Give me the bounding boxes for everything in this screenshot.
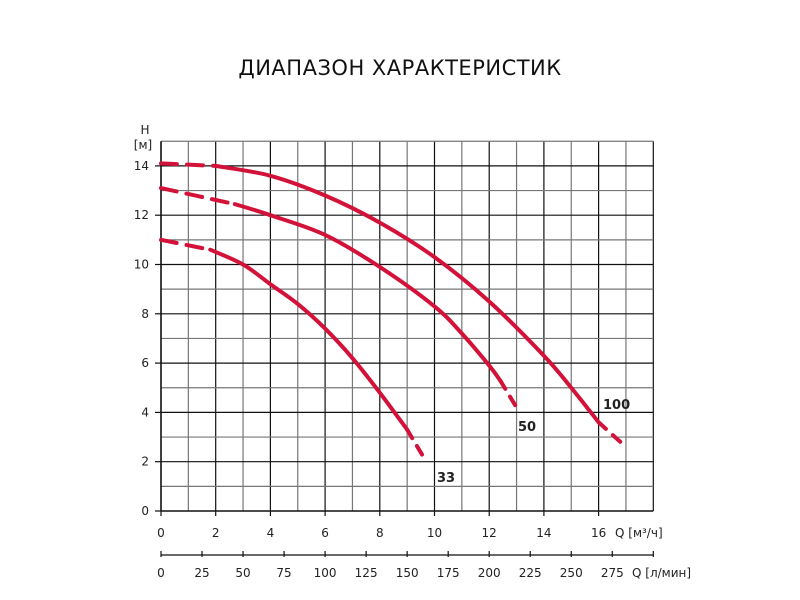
x-tick-label: 4 (267, 526, 275, 540)
curve-label-100: 100 (603, 398, 630, 413)
y-axis-label: H (140, 123, 149, 137)
x2-tick-label: 0 (157, 566, 165, 580)
x2-tick-label: 275 (601, 566, 624, 580)
y-tick-label: 10 (134, 258, 149, 272)
x2-tick-label: 50 (235, 566, 250, 580)
x-tick-label: 16 (591, 526, 606, 540)
curve-label-50: 50 (518, 420, 536, 435)
curve-33 (208, 247, 410, 432)
x2-tick-label: 175 (437, 566, 460, 580)
x2-tick-label: 125 (355, 566, 378, 580)
y-tick-label: 2 (141, 455, 149, 469)
x-tick-label: 8 (376, 526, 384, 540)
x2-tick-label: 25 (194, 566, 209, 580)
y-tick-label: 4 (141, 405, 149, 419)
curve-50-dashed-end (498, 378, 519, 410)
y-tick-label: 8 (141, 307, 149, 321)
curve-label-33: 33 (437, 471, 455, 486)
y-axis-unit: [м] (134, 138, 152, 152)
curve-33-dashed-start (159, 237, 213, 252)
x2-axis-label: Q [л/мин] (632, 566, 691, 580)
x2-tick-label: 100 (314, 566, 337, 580)
x-tick-label: 0 (157, 526, 165, 540)
curve-50-dashed-start (159, 186, 237, 207)
curve-100-dashed-end (596, 420, 623, 444)
x2-tick-label: 150 (396, 566, 419, 580)
y-tick-label: 6 (141, 356, 149, 370)
y-tick-label: 14 (134, 159, 149, 173)
y-tick-label: 0 (141, 504, 149, 518)
x-tick-label: 12 (482, 526, 497, 540)
x2-tick-label: 75 (276, 566, 291, 580)
x-axis-label: Q [м³/ч] (615, 526, 663, 540)
y-tick-label: 12 (134, 208, 149, 222)
x-tick-label: 6 (321, 526, 329, 540)
chart-title: ДИАПАЗОН ХАРАКТЕРИСТИК (238, 56, 562, 80)
x2-tick-label: 200 (478, 566, 501, 580)
x-tick-label: 2 (212, 526, 220, 540)
curve-33-dashed-end (405, 427, 429, 464)
x-tick-label: 10 (427, 526, 442, 540)
curve-100-dashed-start (159, 161, 218, 168)
x2-tick-label: 225 (519, 566, 542, 580)
x-tick-label: 14 (536, 526, 551, 540)
x2-tick-label: 250 (560, 566, 583, 580)
curve-50 (232, 202, 503, 383)
curve-100 (213, 163, 601, 425)
